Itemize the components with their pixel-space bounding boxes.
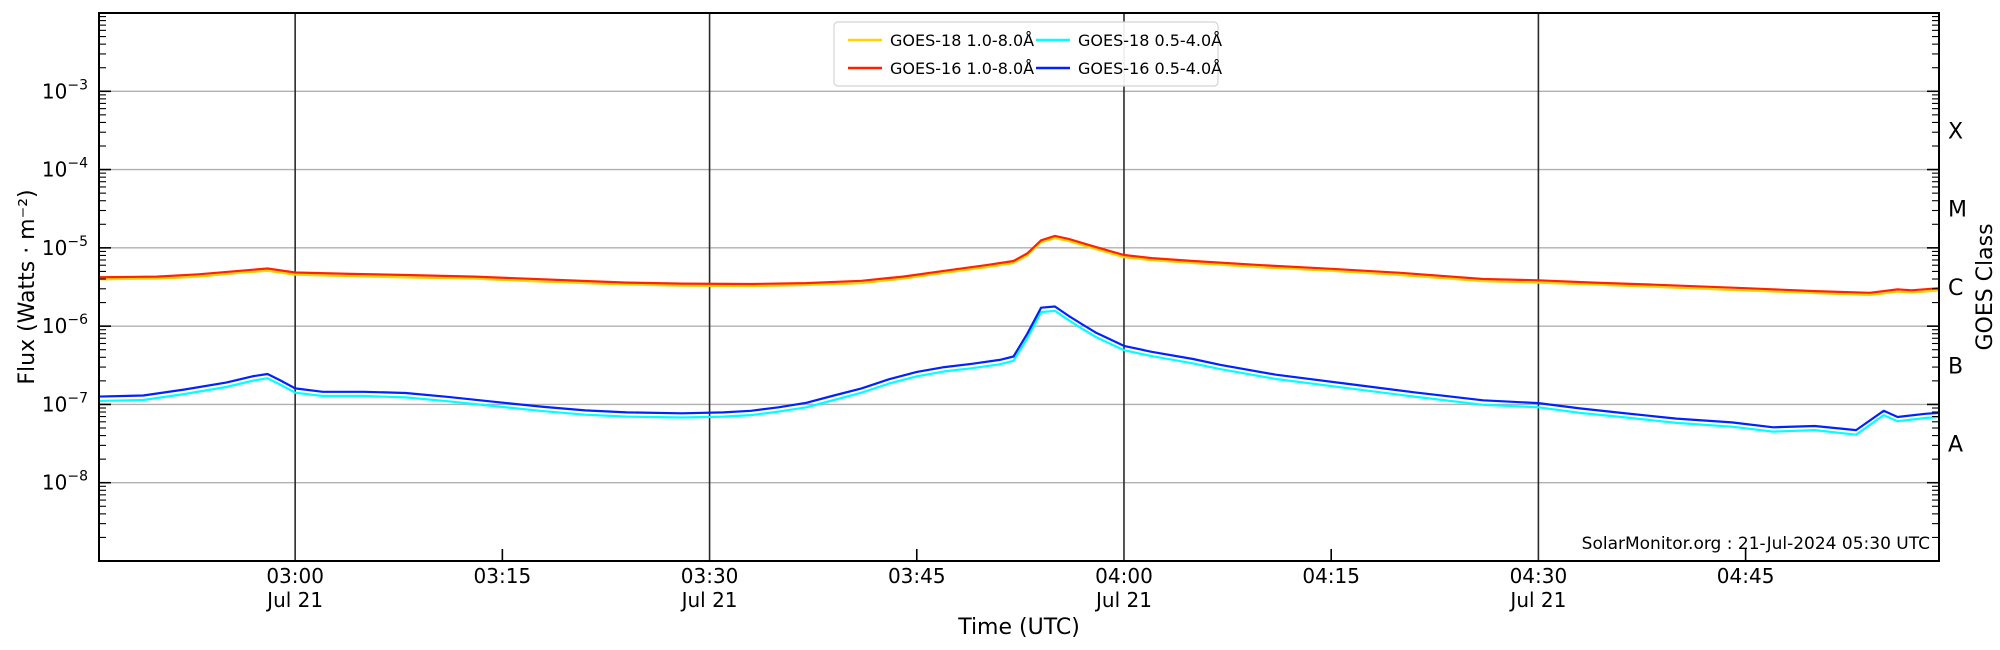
- axes-frame: [98, 12, 1940, 562]
- right-axis-label: GOES Class: [1973, 223, 1998, 350]
- y-tick-label: 10−7: [42, 390, 88, 416]
- goes-class-a: A: [1948, 433, 1963, 458]
- legend-item-goes16-short: GOES-16 0.5-4.0Å: [1036, 59, 1222, 78]
- x-tick-label: 04:45: [1717, 564, 1775, 588]
- flux-curves: [99, 234, 1939, 436]
- goes-class-letters: X M C B A: [1948, 119, 1967, 457]
- y-tick-label: 10−5: [42, 234, 88, 260]
- axis-ticks: [99, 16, 1939, 561]
- curve-goes-18-0-5-4-0-: [99, 309, 1939, 436]
- x-tick-label: 04:15: [1302, 564, 1360, 588]
- legend-item-goes18-short: GOES-18 0.5-4.0Å: [1036, 31, 1222, 50]
- plot-frame: [98, 12, 1940, 562]
- y-tick-label: 10−6: [42, 312, 88, 338]
- goes-class-b: B: [1948, 354, 1963, 379]
- goes-class-c: C: [1948, 276, 1963, 301]
- legend: GOES-18 1.0-8.0Å GOES-16 1.0-8.0Å GOES-1…: [833, 21, 1222, 87]
- x-tick-date-label: Jul 21: [1094, 588, 1152, 612]
- legend-item-goes18-long: GOES-18 1.0-8.0Å: [848, 31, 1034, 50]
- x-tick-label: 03:00: [266, 564, 324, 588]
- y-axis-label: Flux (Watts · m⁻²): [15, 189, 40, 384]
- curve-goes-18-1-0-8-0-: [99, 237, 1939, 297]
- y-tick-label: 10−8: [42, 469, 88, 495]
- legend-label: GOES-18 1.0-8.0Å: [890, 31, 1034, 50]
- legend-item-goes16-long: GOES-16 1.0-8.0Å: [848, 59, 1034, 78]
- gridlines: [99, 13, 1939, 561]
- x-tick-label: 03:30: [681, 564, 739, 588]
- x-tick-label: 03:45: [888, 564, 946, 588]
- curve-goes-16-0-5-4-0-: [99, 305, 1939, 432]
- x-tick-date-label: Jul 21: [1508, 588, 1566, 612]
- x-tick-label: 04:30: [1510, 564, 1568, 588]
- x-tick-date-label: Jul 21: [265, 588, 323, 612]
- solarmonitor-credit: SolarMonitor.org : 21-Jul-2024 05:30 UTC: [1582, 534, 1930, 554]
- legend-label: GOES-16 0.5-4.0Å: [1078, 59, 1222, 78]
- x-tick-label: 03:15: [474, 564, 532, 588]
- legend-box: [833, 21, 1219, 87]
- curve-goes-16-1-0-8-0-: [99, 234, 1939, 294]
- y-tick-label: 10−3: [42, 77, 88, 103]
- goes-class-x: X: [1948, 119, 1963, 144]
- x-tick-label: 04:00: [1095, 564, 1153, 588]
- legend-label: GOES-18 0.5-4.0Å: [1078, 31, 1222, 50]
- x-tick-date-label: Jul 21: [680, 588, 738, 612]
- x-axis-label: Time (UTC): [957, 615, 1080, 640]
- goes-class-m: M: [1948, 198, 1967, 223]
- legend-label: GOES-16 1.0-8.0Å: [890, 59, 1034, 78]
- y-tick-label: 10−4: [42, 156, 88, 182]
